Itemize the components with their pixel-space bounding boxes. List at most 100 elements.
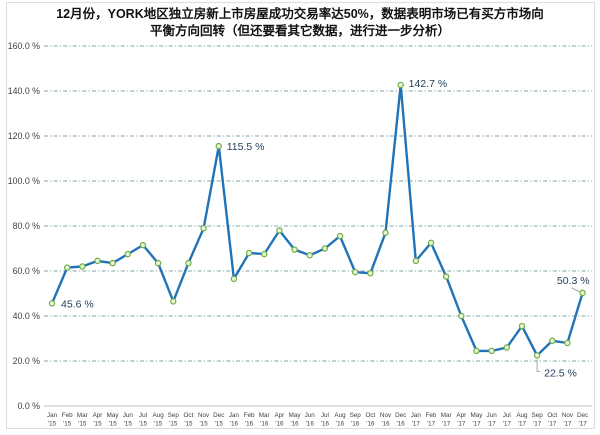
x-axis-month-label: Oct [184,412,194,419]
x-axis-year-label: '16 [290,421,299,428]
data-point-marker [63,264,71,271]
data-label-leader-line [571,287,580,293]
x-axis-month-label: Nov [380,412,392,419]
data-point-marker [382,229,389,236]
data-point-label: 142.7 % [409,78,448,90]
data-point-marker [215,142,222,150]
data-point-marker [139,241,147,249]
x-axis-month-label: Dec [577,412,588,419]
x-axis-month-label: Dec [213,412,224,419]
data-point-marker [185,259,192,267]
x-axis-month-label: Jul [503,412,511,419]
data-point-marker [367,270,374,277]
x-axis-year-label: '16 [306,421,315,428]
data-point-marker [306,252,313,259]
y-axis-tick-label: 100.0 % [8,176,40,186]
x-axis-year-label: '17 [472,421,481,428]
data-point-label: 115.5 % [227,141,265,153]
x-axis-month-label: Feb [62,412,73,419]
data-point-marker [336,232,344,240]
x-axis-month-label: Nov [562,412,574,419]
x-axis-year-label: '17 [412,421,421,428]
x-axis-year-label: '15 [139,421,148,428]
data-point-marker [276,227,283,234]
x-axis-month-label: Apr [274,412,284,419]
x-axis-year-label: '16 [381,421,390,428]
data-point-marker [503,344,510,351]
x-axis-year-label: '15 [199,421,208,428]
x-axis-month-label: Apr [456,412,466,419]
x-axis-year-label: '15 [109,421,118,428]
x-axis-month-label: Sep [532,412,544,419]
x-axis-year-label: '17 [488,421,497,428]
data-point-marker [458,312,465,320]
data-point-marker [124,250,132,258]
x-axis-month-label: Dec [395,412,406,419]
x-axis-year-label: '16 [366,421,375,428]
x-axis-month-label: Jun [487,412,498,419]
x-axis-month-label: May [289,412,302,419]
x-axis-year-label: '15 [63,421,72,428]
y-axis-tick-label: 80.0 % [13,221,41,231]
y-axis-tick-label: 120.0 % [8,131,40,141]
data-point-marker [48,300,56,307]
x-axis-year-label: '16 [230,421,239,428]
x-axis-year-label: '16 [336,421,345,428]
x-axis-year-label: '16 [351,421,360,428]
x-axis-year-label: '17 [518,421,527,428]
data-point-marker [245,249,253,257]
data-point-label: 22.5 % [544,367,577,379]
data-series-line [50,83,584,357]
x-axis-month-label: Jun [123,412,134,419]
data-point-marker [170,298,177,305]
x-axis-month-label: Aug [153,412,165,419]
data-point-marker [412,257,420,265]
x-axis-month-label: Oct [365,412,375,419]
data-point-marker [154,259,162,267]
x-axis-year-label: '15 [124,421,133,428]
data-point-marker [291,246,298,253]
y-axis-tick-label: 140.0 % [8,86,40,96]
x-axis-month-label: Sep [168,412,180,419]
y-axis-tick-label: 0.0 % [18,401,41,411]
x-axis-year-label: '16 [260,421,269,428]
x-axis-year-label: '15 [169,421,178,428]
chart-title: 12月份，YORK地区独立房新上市房屋成功交易率达50%，数据表明市场已有买方市… [0,6,600,40]
x-axis-month-label: Mar [259,412,270,419]
x-axis-year-label: '17 [457,421,466,428]
data-point-marker [442,273,450,280]
y-axis-tick-label: 40.0 % [13,311,41,321]
data-point-marker [533,352,541,359]
x-axis-month-label: Feb [426,412,437,419]
x-axis-year-label: '17 [578,421,587,428]
data-point-marker [321,245,329,252]
x-axis-month-label: Mar [77,412,88,419]
x-axis-year-label: '16 [245,421,254,428]
x-axis-month-label: Aug [334,412,346,419]
x-axis-month-label: Jan [47,412,58,419]
data-point-marker [518,322,526,330]
x-axis-year-label: '15 [184,421,193,428]
x-axis-year-label: '16 [397,421,406,428]
y-axis-tick-label: 20.0 % [13,356,41,366]
x-axis-year-label: '15 [215,421,224,428]
data-point-marker [549,337,556,344]
x-axis-year-label: '15 [48,421,57,428]
data-point-marker [109,259,116,267]
data-point-marker [261,250,268,258]
data-point-marker [564,339,571,347]
x-axis-month-label: Feb [244,412,255,419]
x-axis-month-label: May [107,412,120,419]
data-point-label: 50.3 % [557,275,590,287]
y-axis-tick-label: 160.0 % [8,41,40,51]
data-point-marker [473,347,480,355]
data-point-marker [427,239,435,247]
x-axis-month-label: Nov [198,412,210,419]
x-axis-month-label: Jan [411,412,422,419]
x-axis-month-label: Aug [516,412,528,419]
x-axis-year-label: '17 [548,421,557,428]
x-axis-year-label: '16 [275,421,284,428]
x-axis-year-label: '16 [321,421,330,428]
